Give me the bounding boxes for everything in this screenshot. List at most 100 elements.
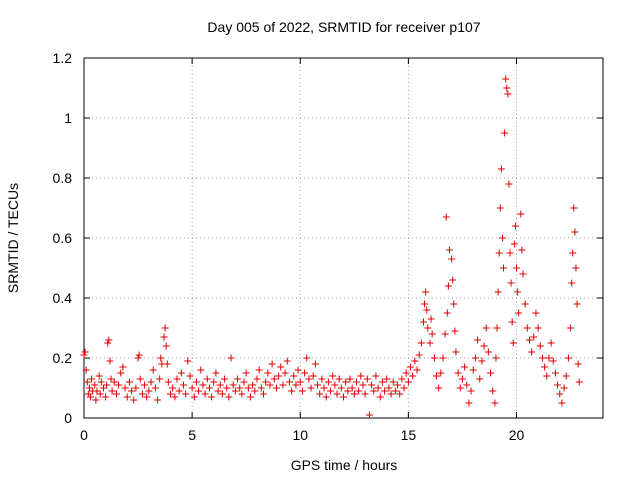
data-point [138, 390, 146, 398]
data-point [329, 372, 337, 380]
data-point [177, 369, 185, 377]
data-point [503, 84, 511, 92]
data-point [422, 288, 430, 296]
data-point [294, 366, 302, 374]
data-point [130, 396, 138, 404]
data-point [441, 330, 449, 338]
data-point [355, 387, 363, 395]
data-point [331, 381, 339, 389]
data-point [80, 351, 88, 359]
data-point [290, 372, 298, 380]
data-point [509, 339, 517, 347]
data-point [469, 366, 477, 374]
data-point [316, 390, 324, 398]
data-point [359, 381, 367, 389]
data-point [551, 369, 559, 377]
data-point [494, 288, 502, 296]
y-axis-label: SRMTID / TECUs [5, 183, 21, 293]
data-point [372, 372, 380, 380]
data-point [92, 396, 100, 404]
data-point [160, 333, 168, 341]
data-point [141, 381, 149, 389]
data-point [216, 381, 224, 389]
data-point [357, 372, 365, 380]
data-point [251, 387, 259, 395]
data-point [400, 384, 408, 392]
data-point [398, 375, 406, 383]
data-point [545, 354, 553, 362]
data-point [105, 336, 113, 344]
data-point [244, 384, 252, 392]
data-point [523, 324, 531, 332]
data-point [570, 204, 578, 212]
data-point [504, 90, 512, 98]
data-point [85, 384, 93, 392]
data-point [525, 336, 533, 344]
data-point [413, 366, 421, 374]
data-point [253, 375, 261, 383]
x-axis-ticks: 0 5 10 15 20 [80, 58, 524, 443]
data-point [337, 384, 345, 392]
y-tick-label: 1 [64, 110, 72, 126]
data-point [188, 384, 196, 392]
data-point [528, 348, 536, 356]
data-point [147, 378, 155, 386]
data-point [223, 384, 231, 392]
data-point [452, 348, 460, 356]
data-point [314, 381, 322, 389]
data-point [562, 372, 570, 380]
data-point [465, 399, 473, 407]
data-point [108, 387, 116, 395]
data-point [210, 378, 218, 386]
data-point [249, 381, 257, 389]
data-point [508, 318, 516, 326]
data-point [442, 213, 450, 221]
data-point [449, 276, 457, 284]
data-point [81, 348, 89, 356]
data-point [234, 375, 242, 383]
data-point [456, 384, 464, 392]
grid [84, 58, 603, 418]
data-point [305, 375, 313, 383]
data-point [381, 387, 389, 395]
data-point [117, 369, 125, 377]
data-point [259, 390, 267, 398]
data-point [136, 375, 144, 383]
y-tick-label: 0.4 [53, 290, 73, 306]
data-point [275, 372, 283, 380]
data-point [151, 384, 159, 392]
data-point [179, 381, 187, 389]
data-point [154, 396, 162, 404]
data-point [415, 351, 423, 359]
y-tick-label: 0 [64, 410, 72, 426]
data-point [125, 378, 133, 386]
data-point [471, 354, 479, 362]
data-point [156, 375, 164, 383]
data-point [242, 369, 250, 377]
chart-title: Day 005 of 2022, SRMTID for receiver p10… [207, 19, 480, 35]
data-point [309, 372, 317, 380]
data-point [497, 165, 505, 173]
data-point [95, 372, 103, 380]
data-point [554, 381, 562, 389]
data-point [97, 378, 105, 386]
data-point [538, 354, 546, 362]
data-point [448, 255, 456, 263]
data-point [560, 384, 568, 392]
data-point [221, 375, 229, 383]
data-point [93, 387, 101, 395]
data-point [112, 390, 120, 398]
data-point [428, 330, 436, 338]
data-point [110, 378, 118, 386]
data-point [517, 210, 525, 218]
data-point [229, 381, 237, 389]
data-point [396, 390, 404, 398]
data-point [104, 339, 112, 347]
data-point [279, 381, 287, 389]
data-point [236, 384, 244, 392]
data-point [106, 357, 114, 365]
data-point [445, 246, 453, 254]
data-point [288, 387, 296, 395]
data-point [558, 399, 566, 407]
data-point [296, 378, 304, 386]
